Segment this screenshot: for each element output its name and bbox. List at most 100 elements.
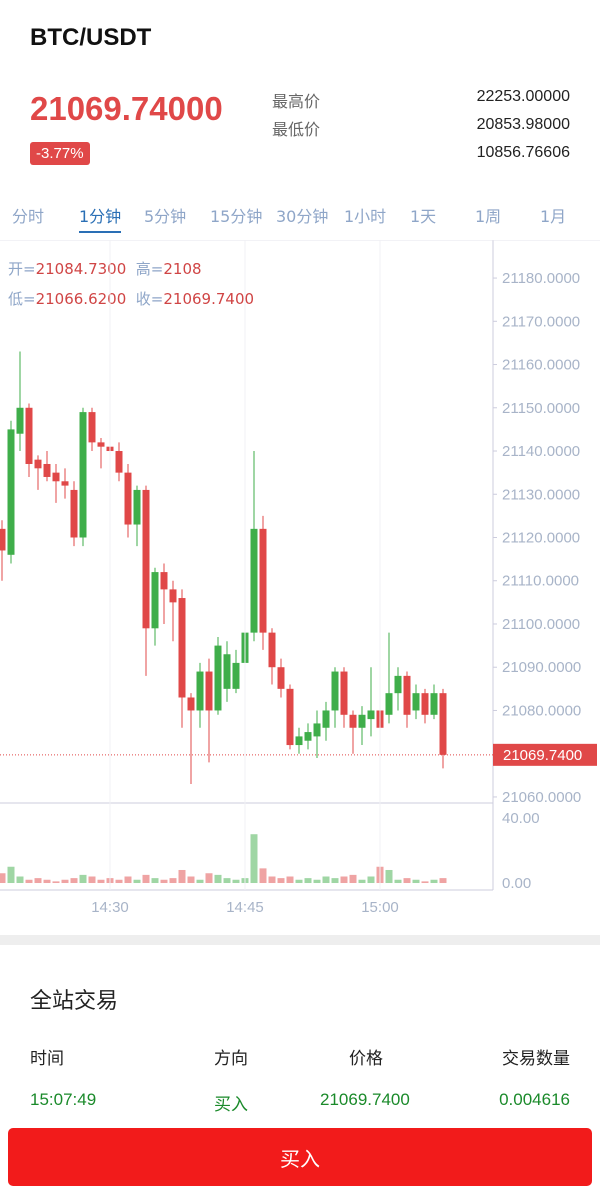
volume-bar <box>88 876 96 884</box>
ohlc-line: 低=21066.6200 收=21069.7400 <box>8 288 254 309</box>
ohlc-value: 21066.6200 <box>35 290 127 308</box>
volume-bar <box>430 879 438 884</box>
candle-body <box>0 528 6 551</box>
candle-body <box>250 528 258 633</box>
y-tick-label: 21100.0000 <box>502 616 580 633</box>
volume-bar <box>358 879 366 884</box>
ohlc-key: 开= <box>8 260 36 278</box>
last-price-tag <box>493 743 597 766</box>
candle-body <box>124 472 132 525</box>
candle-body <box>79 412 87 538</box>
candle-body <box>313 723 321 737</box>
volume-bar <box>70 878 78 884</box>
candle-body <box>340 671 348 715</box>
stat-label: 最低价 <box>272 120 321 139</box>
cell: 买入 <box>214 1095 248 1114</box>
volume-bar <box>295 879 303 884</box>
volume-bar <box>115 879 123 884</box>
pair: BTC/USDT <box>30 24 152 51</box>
buy-button[interactable]: 买入 <box>8 1128 592 1186</box>
candle-body <box>97 442 105 447</box>
tab[interactable]: 1分钟 <box>79 203 122 233</box>
volume-bar <box>79 874 87 884</box>
col-header: 价格 <box>349 1049 383 1069</box>
col-header: 交易数量 <box>502 1049 570 1069</box>
volume-bar <box>52 881 60 884</box>
volume-bar <box>124 876 132 884</box>
candle-body <box>367 710 375 720</box>
candle-body <box>304 732 312 741</box>
volume-bar <box>385 869 393 884</box>
candle-body <box>421 693 429 715</box>
candle-body <box>385 693 393 715</box>
volume-bar <box>232 879 240 884</box>
volume-bar <box>331 878 339 884</box>
volume-bar <box>205 873 213 884</box>
volume-bar <box>43 879 51 884</box>
volume-bar <box>25 879 33 884</box>
candle-body <box>214 645 222 711</box>
candle-body <box>196 671 204 711</box>
tab[interactable]: 1周 <box>475 207 502 226</box>
candle-body <box>34 459 42 469</box>
volume-bar <box>214 874 222 884</box>
stat-value: 20853.98000 <box>476 116 570 133</box>
ohlc-key: 高= <box>135 260 164 278</box>
candle-body <box>394 675 402 694</box>
candle-body <box>7 429 15 555</box>
candle-body <box>61 481 69 486</box>
y-tick-label: 21150.0000 <box>502 400 580 417</box>
candle-body <box>151 572 159 629</box>
volume-bar <box>349 874 357 884</box>
tab[interactable]: 15分钟 <box>210 207 263 226</box>
volume-bar <box>268 876 276 884</box>
tab[interactable]: 1小时 <box>344 207 387 226</box>
last-price-label: 21069.7400 <box>503 747 582 764</box>
volume-bar <box>34 878 42 884</box>
col-header: 方向 <box>214 1049 248 1069</box>
candle-body <box>403 675 411 715</box>
candle-body <box>169 589 177 603</box>
volume-bar <box>0 873 6 884</box>
y-tick-label: 21160.0000 <box>502 357 580 374</box>
volume-bar <box>421 881 429 884</box>
tab[interactable]: 1天 <box>410 207 437 226</box>
ohlc-value: 2108 <box>163 260 202 278</box>
cell: 0.004616 <box>499 1090 570 1109</box>
volume-bar <box>403 878 411 884</box>
candle-body <box>259 528 267 633</box>
volume-bar <box>187 876 195 884</box>
tab[interactable]: 1月 <box>540 207 567 226</box>
ohlc-value: 21069.7400 <box>163 290 255 308</box>
col-header: 时间 <box>30 1049 64 1069</box>
ohlc-value: 21084.7300 <box>35 260 127 278</box>
candle-body <box>439 693 447 755</box>
tab[interactable]: 5分钟 <box>144 207 187 226</box>
y-tick-label: 21170.0000 <box>502 313 580 330</box>
vol-tick-label: 40.00 <box>502 810 540 827</box>
cell: 15:07:49 <box>30 1090 97 1109</box>
stat-value: 22253.00000 <box>476 88 570 105</box>
candle-body <box>70 489 78 538</box>
candle-body <box>430 693 438 715</box>
y-tick-label: 21080.0000 <box>502 702 581 719</box>
volume-bar <box>61 879 69 884</box>
candle-body <box>412 693 420 711</box>
y-tick-label: 21060.0000 <box>502 789 581 806</box>
ohlc-key: 低= <box>8 290 36 308</box>
candle-body <box>205 671 213 711</box>
candle-body <box>133 489 141 525</box>
y-tick-label: 21130.0000 <box>502 486 580 503</box>
candle-body <box>187 697 195 711</box>
trades-title: 全站交易 <box>30 989 119 1014</box>
chart: 21060.000021070.000021080.000021090.0000… <box>0 240 600 916</box>
volume-bar <box>16 876 24 884</box>
candle-body <box>115 451 123 473</box>
candle-body <box>160 572 168 590</box>
tab[interactable]: 分时 <box>12 207 45 226</box>
volume-bar <box>340 876 348 884</box>
candle-body <box>277 667 285 689</box>
change: -3.77% <box>30 142 90 165</box>
tab[interactable]: 30分钟 <box>276 207 329 226</box>
